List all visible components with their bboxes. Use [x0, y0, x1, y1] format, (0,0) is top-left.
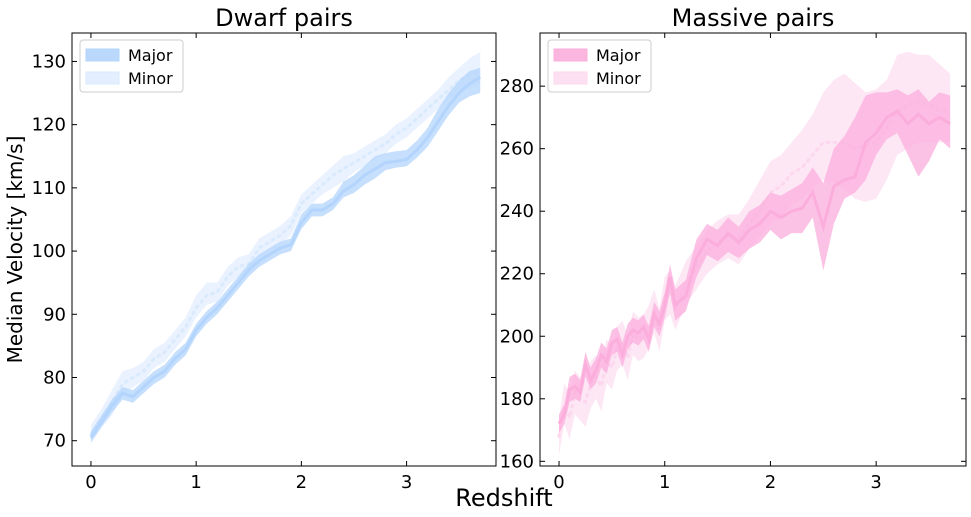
- axes-frame: [71, 32, 497, 467]
- band-minor: [90, 51, 481, 444]
- x-tick-label: 3: [870, 472, 881, 493]
- legend-label-major: Major: [128, 46, 173, 65]
- y-tick-label: 260: [500, 139, 534, 160]
- band-major: [90, 67, 481, 442]
- y-tick-label: 110: [32, 178, 66, 199]
- chart-title: Massive pairs: [672, 4, 835, 32]
- y-axis-label: Median Velocity [km/s]: [3, 136, 27, 364]
- x-tick-label: 2: [296, 472, 307, 493]
- y-tick-label: 280: [500, 76, 534, 97]
- y-tick-label: 200: [500, 326, 534, 347]
- legend-swatch-minor: [553, 71, 588, 85]
- median-line-major: [89, 75, 481, 439]
- median-line-minor: [89, 69, 482, 436]
- x-tick-label: 2: [765, 472, 776, 493]
- x-tick-label: 1: [190, 472, 201, 493]
- x-tick-label: 1: [659, 472, 670, 493]
- legend: Major Minor: [547, 39, 652, 93]
- legend-label-minor: Minor: [128, 69, 173, 88]
- x-axis-label: Redshift: [455, 484, 552, 512]
- y-tick-label: 90: [43, 304, 66, 325]
- legend-swatch-minor: [85, 71, 120, 85]
- y-tick-label: 70: [43, 431, 66, 452]
- x-tick-label: 3: [401, 472, 412, 493]
- panel-dwarf-pairs: 0 1 2 3 70 80 90 100 110 120 130 Dwarf pairs Median …: [3, 4, 497, 493]
- y-tick-label: 100: [32, 241, 66, 262]
- x-tick-label: 0: [553, 472, 564, 493]
- axes-frame: [539, 32, 967, 467]
- y-tick-label: 80: [43, 368, 66, 389]
- legend-swatch-major: [553, 48, 588, 62]
- plot-area: [557, 51, 952, 456]
- plot-area: [89, 51, 482, 444]
- chart-title: Dwarf pairs: [215, 4, 353, 32]
- legend-swatch-major: [85, 48, 120, 62]
- y-tick-label: 220: [500, 264, 534, 285]
- median-line-major: [557, 109, 951, 425]
- band-major: [559, 89, 951, 434]
- y-tick-label: 130: [32, 51, 66, 72]
- x-tick-label: 0: [85, 472, 96, 493]
- panel-massive-pairs: 0 1 2 3 160 180 200 220 240 260 280 Massive pairs Ma…: [500, 4, 967, 493]
- legend-label-major: Major: [596, 46, 641, 65]
- legend-label-minor: Minor: [596, 69, 641, 88]
- y-tick-label: 160: [500, 451, 534, 472]
- y-tick-label: 120: [32, 115, 66, 136]
- y-tick-label: 180: [500, 389, 534, 410]
- y-tick-label: 240: [500, 201, 534, 222]
- legend: Major Minor: [79, 39, 184, 93]
